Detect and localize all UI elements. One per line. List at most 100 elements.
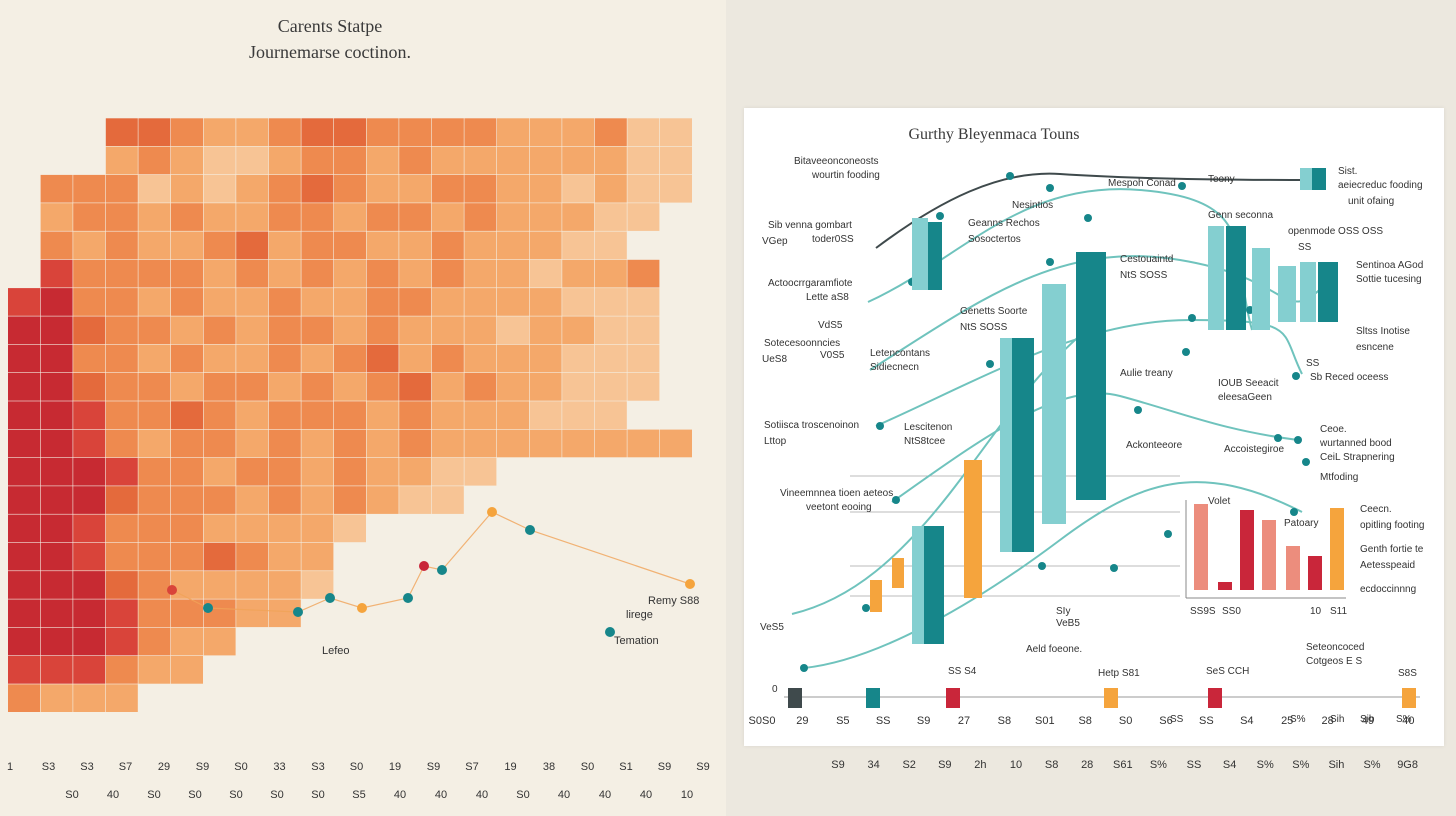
heatmap-cell [138, 288, 171, 316]
heatmap-cell [8, 373, 40, 401]
heatmap-cell [105, 259, 138, 288]
annotation-label: Sosoctertos [968, 234, 1021, 245]
heatmap-cell [334, 429, 366, 458]
mini-bar [1194, 504, 1208, 590]
axis-marker [1208, 688, 1222, 708]
annotation-label: IOUB Seeacit [1218, 378, 1279, 389]
heatmap-cell [334, 457, 366, 486]
heatmap-cell [138, 316, 171, 345]
heatmap-cell [236, 486, 269, 514]
annotation-label: V0S5 [820, 350, 845, 361]
heatmap-cell [171, 288, 203, 316]
line-point [800, 664, 808, 672]
heatmap-cell [399, 316, 432, 345]
heatmap-cell [660, 118, 692, 146]
heatmap-cell [334, 118, 366, 146]
heatmap-cell [627, 174, 660, 203]
annotation-label: Sotecesoonncies [764, 338, 840, 349]
heatmap-cell [594, 316, 627, 345]
heatmap-cell [73, 288, 106, 316]
heatmap-cell [431, 203, 464, 231]
heatmap-cell [529, 401, 562, 429]
right-x-tick: SS [876, 715, 891, 727]
scatter-point [325, 593, 335, 603]
heatmap-cell [464, 259, 497, 288]
line-point [1084, 214, 1092, 222]
heatmap-cell [236, 231, 269, 260]
annotation-label: Aulie treany [1120, 368, 1173, 379]
heatmap-cell [399, 203, 432, 231]
heatmap-cell [138, 514, 171, 543]
heatmap-cell [171, 203, 203, 231]
heatmap-cell [203, 571, 236, 599]
heatmap-cell [8, 571, 40, 599]
heatmap-cell [660, 146, 692, 175]
left-x-tick-row2: S5 [352, 789, 365, 801]
left-x-tick-row2: 40 [558, 789, 570, 801]
heatmap-cell [236, 344, 269, 373]
heatmap-cell [40, 514, 73, 543]
heatmap-cell [268, 118, 301, 146]
heatmap-cell [171, 373, 203, 401]
annotation-label: UeS8 [762, 354, 787, 365]
heatmap-cell [366, 288, 399, 316]
heatmap-cell [8, 288, 40, 316]
heatmap-cell [73, 656, 106, 684]
left-x-tick: S0 [581, 761, 594, 773]
heatmap-cell [138, 174, 171, 203]
heatmap-cell [236, 259, 269, 288]
heatmap-cell [236, 203, 269, 231]
heatmap-cell [236, 401, 269, 429]
line-point [936, 212, 944, 220]
heatmap-cell [203, 344, 236, 373]
heatmap-cell [268, 401, 301, 429]
heatmap-cell [203, 627, 236, 656]
heatmap-cell [236, 288, 269, 316]
outer-x-tick: SS [1187, 759, 1202, 771]
heatmap-cell [105, 684, 138, 712]
left-x-tick: S0 [350, 761, 363, 773]
heatmap-cell [40, 174, 73, 203]
heatmap-cell [8, 486, 40, 514]
annotation-label: unit ofaing [1348, 196, 1394, 207]
right-x-tick: S8 [998, 715, 1011, 727]
heatmap-cell [627, 146, 660, 175]
heatmap-cell [203, 514, 236, 543]
heatmap-cell [594, 118, 627, 146]
heatmap-cell [334, 514, 366, 543]
heatmap-cell [203, 231, 236, 260]
annotation-label: 0 [772, 684, 778, 695]
heatmap-cell [236, 118, 269, 146]
heatmap-cell [105, 599, 138, 628]
heatmap-cell [73, 571, 106, 599]
heatmap-cell [366, 457, 399, 486]
heatmap-cell [497, 231, 529, 260]
heatmap-cell [73, 316, 106, 345]
heatmap-cell [594, 203, 627, 231]
heatmap-cell [8, 684, 40, 712]
heatmap-cell [594, 288, 627, 316]
heatmap-cell [138, 542, 171, 571]
scatter-point [419, 561, 429, 571]
heatmap-cell [138, 344, 171, 373]
annotation-label: VdS5 [818, 320, 843, 331]
mini-bar [1240, 510, 1254, 590]
annotation-label: Sentinoa AGod [1356, 260, 1423, 271]
heatmap-cell [399, 373, 432, 401]
annotation-label: VGep [762, 236, 788, 247]
outer-x-tick: S% [1150, 759, 1167, 771]
heatmap-cell [464, 203, 497, 231]
left-x-tick-row2: S0 [65, 789, 78, 801]
heatmap-cell [594, 146, 627, 175]
heatmap-cell [334, 146, 366, 175]
heatmap-cell [562, 316, 595, 345]
right-x-tick: 29 [796, 715, 808, 727]
line-point [876, 422, 884, 430]
left-x-tick-row2: S0 [516, 789, 529, 801]
scatter-point [203, 603, 213, 613]
heatmap-cell [594, 259, 627, 288]
annotation-label: Seteoncoced [1306, 642, 1364, 653]
left-x-tick: S9 [658, 761, 671, 773]
line-point [1302, 458, 1310, 466]
heatmap-cell [334, 231, 366, 260]
